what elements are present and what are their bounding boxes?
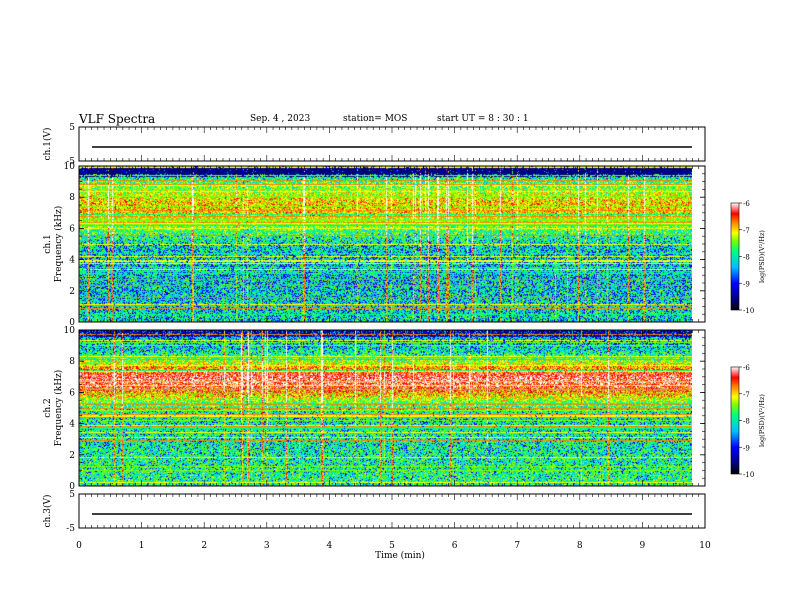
x-tick-label: 7	[514, 541, 520, 551]
y-tick-label: 8	[69, 193, 75, 203]
y-axis-label: ch.2	[43, 398, 53, 417]
date-label: Sep. 4 , 2023	[250, 114, 311, 124]
y-axis-label: Frequency (kHz)	[53, 206, 64, 283]
x-tick-label: 1	[139, 541, 145, 551]
x-tick-label: 2	[201, 541, 207, 551]
y-tick-label: -5	[66, 524, 75, 534]
y-tick-label: 6	[69, 388, 75, 398]
colorbar-tick-label: -8	[743, 418, 750, 426]
y-axis-label: ch.3(V)	[42, 495, 53, 528]
y-tick-label: 2	[69, 451, 75, 461]
y-tick-label: -5	[66, 157, 75, 167]
y-tick-label: 2	[69, 287, 75, 297]
y-tick-label: 5	[69, 490, 75, 500]
colorbar-tick-label: -6	[743, 200, 750, 208]
y-tick-label: 0	[69, 482, 75, 492]
colorbar-tick-label: -7	[743, 227, 750, 235]
y-tick-label: 4	[69, 420, 75, 430]
y-tick-label: 10	[64, 326, 76, 336]
chart-title: VLF Spectra	[79, 112, 156, 126]
y-axis-label: Frequency (kHz)	[53, 370, 64, 447]
x-tick-label: 0	[76, 541, 82, 551]
spectrogram-image-ch1	[79, 166, 692, 322]
y-tick-label: 4	[69, 256, 75, 266]
x-tick-label: 10	[699, 541, 711, 551]
colorbar-ch1-spectrogram	[730, 202, 740, 311]
y-tick-label: 6	[69, 224, 75, 234]
start-time-label: start UT = 8 : 30 : 1	[437, 114, 529, 124]
y-axis-label: ch.1	[43, 234, 53, 253]
x-tick-label: 4	[327, 541, 333, 551]
colorbar-label: log(PSD)(V²/Hz)	[758, 394, 766, 447]
x-tick-label: 9	[640, 541, 646, 551]
y-tick-label: 8	[69, 357, 75, 367]
colorbar-tick-label: -9	[743, 280, 750, 288]
y-tick-label: 10	[64, 162, 76, 172]
x-tick-label: 3	[264, 541, 270, 551]
x-tick-label: 5	[389, 541, 395, 551]
spectrogram-image-ch2	[79, 330, 692, 486]
colorbar-tick-label: -10	[743, 307, 754, 315]
colorbar-tick-label: -9	[743, 444, 750, 452]
colorbar-tick-label: -10	[743, 471, 754, 479]
x-axis-label: Time (min)	[375, 550, 425, 561]
colorbar-tick-label: -7	[743, 391, 750, 399]
colorbar-ch2-spectrogram	[730, 366, 740, 475]
x-tick-label: 6	[452, 541, 458, 551]
y-tick-label: 0	[69, 318, 75, 328]
colorbar-label: log(PSD)(V²/Hz)	[758, 230, 766, 283]
colorbar-tick-label: -6	[743, 364, 750, 372]
colorbar-tick-label: -8	[743, 254, 750, 262]
y-axis-label: ch.1(V)	[42, 128, 53, 161]
x-tick-label: 8	[577, 541, 583, 551]
y-tick-label: 5	[69, 123, 75, 133]
station-label: station= MOS	[343, 114, 408, 124]
